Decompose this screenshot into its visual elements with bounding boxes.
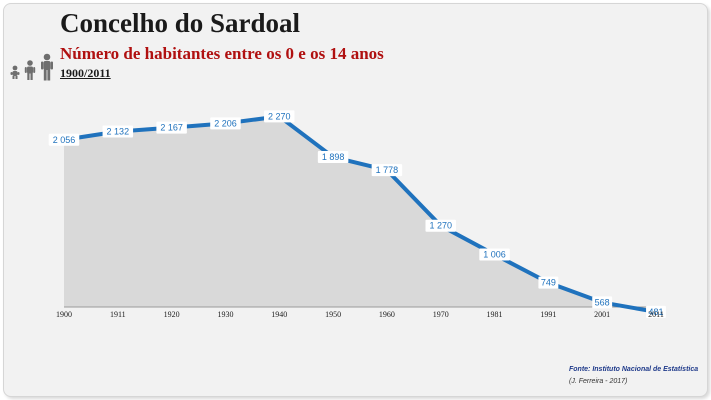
data-label: 749 — [541, 278, 556, 288]
x-tick-label: 1920 — [164, 310, 180, 319]
data-label: 2 270 — [268, 111, 291, 121]
population-icons — [8, 52, 58, 82]
source-note: Fonte: Instituto Nacional de Estatística — [569, 366, 699, 373]
data-label: 2 132 — [107, 126, 130, 136]
chart-period: 1900/2011 — [60, 66, 111, 80]
data-label-bg — [102, 125, 134, 138]
data-label: 1 898 — [322, 152, 345, 162]
area-fill — [64, 116, 656, 312]
data-label-bg — [646, 305, 666, 318]
x-tick-label: 2011 — [648, 310, 664, 319]
chart-title: Concelho do Sardoal — [60, 8, 301, 38]
data-label-bg — [264, 110, 295, 123]
x-tick-label: 2001 — [594, 310, 610, 319]
data-label: 2 206 — [214, 118, 237, 128]
x-tick-label: 1930 — [217, 310, 233, 319]
data-label: 568 — [595, 297, 610, 307]
x-tick-label: 1981 — [487, 310, 503, 319]
chart-subtitle: Número de habitantes entre os 0 e os 14 … — [60, 44, 384, 63]
x-tick-label: 1950 — [325, 310, 341, 319]
data-label-bg — [538, 276, 559, 289]
child-icon — [24, 60, 36, 80]
x-tick-label: 1900 — [56, 310, 72, 319]
x-tick-label: 1940 — [271, 310, 287, 319]
x-tick-label: 1991 — [540, 310, 556, 319]
data-label-bg — [210, 117, 241, 130]
data-label-bg — [592, 296, 613, 309]
data-label: 1 778 — [376, 165, 399, 175]
data-label: 2 056 — [53, 135, 76, 145]
data-label: 1 006 — [483, 250, 506, 260]
author-note: (J. Ferreira - 2017) — [569, 378, 628, 385]
x-tick-label: 1911 — [110, 310, 126, 319]
baby-icon — [10, 65, 20, 79]
x-tick-label: 1970 — [433, 310, 449, 319]
x-tick-label: 1960 — [379, 310, 395, 319]
data-label-bg — [371, 164, 403, 177]
data-label-bg — [48, 133, 80, 146]
data-label-bg — [425, 219, 456, 232]
adult-icon — [41, 53, 53, 81]
data-label-bg — [479, 248, 510, 261]
data-label: 2 167 — [160, 123, 183, 133]
data-label-bg — [317, 151, 349, 164]
data-label: 1 270 — [429, 221, 452, 231]
data-label: 481 — [648, 307, 663, 317]
data-label-bg — [156, 121, 187, 134]
